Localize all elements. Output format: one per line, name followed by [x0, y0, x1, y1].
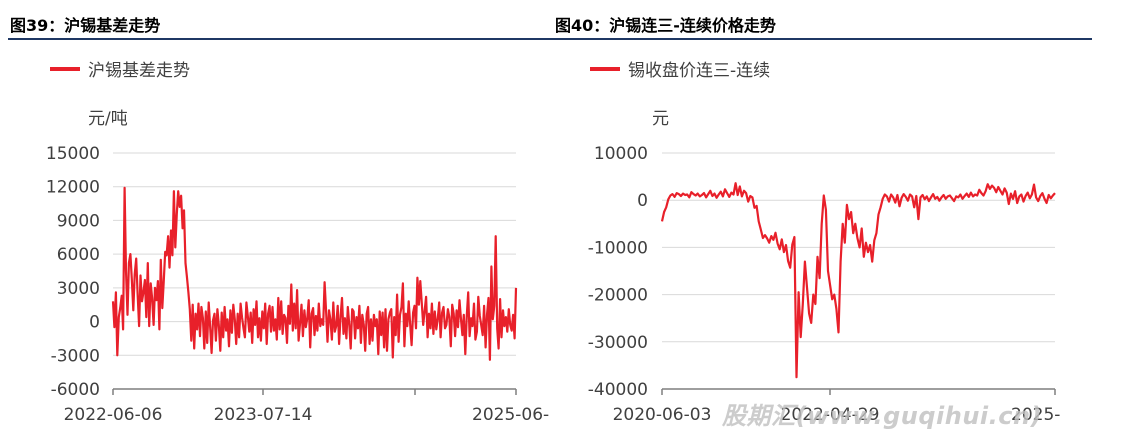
- watermark: 股期汇(www.guqihui.cn): [722, 402, 1043, 430]
- y-tick-label: -3000: [51, 346, 100, 366]
- y-tick-label: -30000: [588, 333, 648, 353]
- x-tick-label: 2025-06-0: [472, 405, 560, 425]
- y-tick-label: 0: [637, 191, 648, 211]
- x-tick-label: 2020-06-03: [613, 405, 712, 425]
- header-divider: [8, 38, 1092, 40]
- right-y-unit-label: 元: [652, 109, 669, 129]
- x-tick-label: 2023-07-14: [214, 405, 313, 425]
- series-line: [660, 182, 1056, 379]
- x-tick-label: 2025-06-0: [1011, 405, 1099, 425]
- right-chart-legend: 锡收盘价连三-连续: [590, 56, 770, 81]
- y-tick-label: 9000: [57, 211, 100, 231]
- y-tick-label: -40000: [588, 380, 648, 400]
- series-line: [111, 186, 518, 361]
- legend-swatch: [50, 66, 80, 71]
- x-tick-label: 2022-06-06: [64, 405, 163, 425]
- y-tick-label: 10000: [594, 144, 648, 164]
- y-tick-label: -6000: [51, 380, 100, 400]
- y-tick-label: -20000: [588, 286, 648, 306]
- left-chart-title: 图39：沪锡基差走势: [10, 16, 161, 35]
- right-chart-title: 图40：沪锡连三-连续价格走势: [555, 16, 776, 35]
- legend-label: 沪锡基差走势: [88, 61, 190, 81]
- y-tick-label: 15000: [46, 144, 100, 164]
- y-tick-label: 12000: [46, 178, 100, 198]
- y-tick-label: 3000: [57, 279, 100, 299]
- y-tick-label: 0: [89, 313, 100, 333]
- y-tick-label: 6000: [57, 245, 100, 265]
- legend-label: 锡收盘价连三-连续: [628, 61, 771, 81]
- left-chart-legend: 沪锡基差走势: [50, 56, 190, 81]
- left-y-unit-label: 元/吨: [88, 109, 128, 129]
- x-tick-label: 2022-04-29: [781, 405, 880, 425]
- y-tick-label: -10000: [588, 238, 648, 258]
- legend-swatch: [590, 66, 620, 71]
